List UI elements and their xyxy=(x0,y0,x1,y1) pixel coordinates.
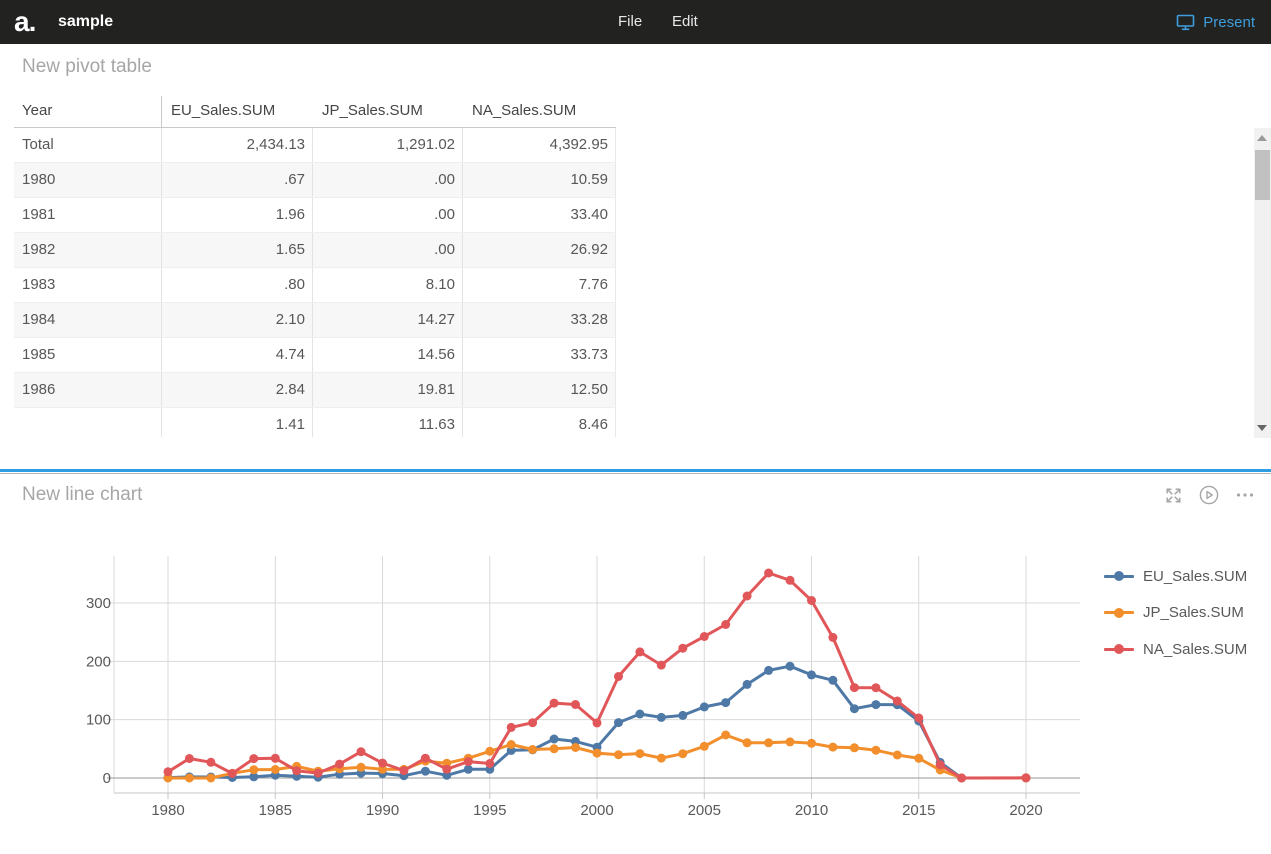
chart-toolbar xyxy=(1163,485,1255,505)
legend-marker-icon xyxy=(1104,644,1134,654)
value-cell: 12.50 xyxy=(463,373,616,407)
value-cell: 2,434.13 xyxy=(162,128,313,162)
table-row[interactable]: 1981 1.96.00 33.40 xyxy=(14,198,616,233)
value-cell: .00 xyxy=(313,198,463,232)
legend-item[interactable]: JP_Sales.SUM xyxy=(1104,603,1244,623)
play-icon[interactable] xyxy=(1199,485,1219,505)
year-cell: 1980 xyxy=(14,163,162,197)
monitor-icon xyxy=(1175,12,1195,32)
year-cell: 1982 xyxy=(14,233,162,267)
year-cell xyxy=(14,408,162,437)
value-cell: 2.84 xyxy=(162,373,313,407)
value-cell: 2.10 xyxy=(162,303,313,337)
legend-marker-icon xyxy=(1104,607,1134,618)
chart-title: New line chart xyxy=(22,484,143,505)
scroll-up-icon[interactable] xyxy=(1257,135,1267,141)
table-row[interactable]: 1984 2.10 14.27 33.28 xyxy=(14,303,616,338)
pivot-table-body: Total 2,434.13 1,291.02 4,392.95 1980.67.00 1… xyxy=(14,128,616,437)
scrollbar-thumb[interactable] xyxy=(1255,150,1270,200)
pivot-section: New pivot table Year EU_Sales.SUM JP_Sal… xyxy=(0,44,1271,469)
value-cell: 1.65 xyxy=(162,233,313,267)
value-cell: 26.92 xyxy=(463,233,616,267)
value-cell: .80 xyxy=(162,268,313,302)
legend-item[interactable]: NA_Sales.SUM xyxy=(1104,639,1247,659)
value-cell: .00 xyxy=(313,233,463,267)
table-row[interactable]: 1982 1.65.00 26.92 xyxy=(14,233,616,268)
column-header-jp-sales[interactable]: JP_Sales.SUM xyxy=(322,102,423,119)
table-row[interactable]: Total 2,434.13 1,291.02 4,392.95 xyxy=(14,128,616,163)
year-cell: 1985 xyxy=(14,338,162,372)
more-icon[interactable] xyxy=(1235,485,1255,505)
pivot-title: New pivot table xyxy=(22,56,152,77)
legend-marker-icon xyxy=(1104,571,1134,581)
year-cell: 1986 xyxy=(14,373,162,407)
svg-text:100: 100 xyxy=(86,712,111,729)
value-cell: .00 xyxy=(313,163,463,197)
present-button[interactable]: Present xyxy=(1175,0,1255,44)
value-cell: 33.40 xyxy=(463,198,616,232)
svg-text:0: 0 xyxy=(103,770,111,787)
year-cell: 1981 xyxy=(14,198,162,232)
value-cell: 33.28 xyxy=(463,303,616,337)
value-cell: 8.46 xyxy=(463,408,616,437)
svg-text:2000: 2000 xyxy=(580,802,613,819)
svg-text:1985: 1985 xyxy=(259,802,292,819)
line-chart-plot[interactable]: 0 100 200 300 1980 1985 1990 1995 2000 2005 2010 20… xyxy=(0,474,1271,854)
table-row[interactable]: 1.41 11.63 8.46 xyxy=(14,408,616,437)
value-cell: 7.76 xyxy=(463,268,616,302)
table-row[interactable]: 1986 2.84 19.81 12.50 xyxy=(14,373,616,408)
value-cell: .67 xyxy=(162,163,313,197)
expand-icon[interactable] xyxy=(1163,485,1183,505)
svg-text:1980: 1980 xyxy=(151,802,184,819)
pivot-table[interactable]: Year EU_Sales.SUM JP_Sales.SUM NA_Sales.… xyxy=(14,96,616,437)
section-divider-line xyxy=(0,473,1271,474)
value-cell: 4.74 xyxy=(162,338,313,372)
value-cell: 11.63 xyxy=(313,408,463,437)
year-cell: 1984 xyxy=(14,303,162,337)
svg-text:2020: 2020 xyxy=(1009,802,1042,819)
table-row[interactable]: 1980.67.00 10.59 xyxy=(14,163,616,198)
svg-text:1995: 1995 xyxy=(473,802,506,819)
value-cell: 8.10 xyxy=(313,268,463,302)
legend-label: JP_Sales.SUM xyxy=(1143,604,1244,621)
table-row[interactable]: 1985 4.74 14.56 33.73 xyxy=(14,338,616,373)
pivot-table-header: Year EU_Sales.SUM JP_Sales.SUM NA_Sales.… xyxy=(14,96,616,128)
value-cell: 1.41 xyxy=(162,408,313,437)
document-title: sample xyxy=(58,13,114,30)
legend-label: EU_Sales.SUM xyxy=(1143,567,1248,585)
value-cell: 1,291.02 xyxy=(313,128,463,162)
value-cell: 19.81 xyxy=(313,373,463,407)
present-label: Present xyxy=(1203,13,1255,31)
svg-text:2005: 2005 xyxy=(688,802,721,819)
table-row[interactable]: 1983.80 8.10 7.76 xyxy=(14,268,616,303)
vertical-scrollbar[interactable] xyxy=(1254,128,1271,438)
value-cell: 1.96 xyxy=(162,198,313,232)
app-logo: a. xyxy=(14,6,36,37)
menu-file[interactable]: File xyxy=(618,13,643,30)
svg-text:1990: 1990 xyxy=(366,802,399,819)
legend-label: NA_Sales.SUM xyxy=(1143,640,1248,658)
year-cell: 1983 xyxy=(14,268,162,302)
scroll-down-icon[interactable] xyxy=(1257,425,1267,431)
section-divider-accent[interactable] xyxy=(0,469,1271,472)
value-cell: 4,392.95 xyxy=(463,128,616,162)
value-cell: 14.56 xyxy=(313,338,463,372)
svg-text:200: 200 xyxy=(86,653,111,670)
value-cell: 33.73 xyxy=(463,338,616,372)
legend-item[interactable]: EU_Sales.SUM xyxy=(1104,566,1247,586)
menu-edit[interactable]: Edit xyxy=(672,13,698,30)
column-header-year[interactable]: Year xyxy=(14,96,162,127)
year-cell: Total xyxy=(14,128,162,162)
column-header-na-sales[interactable]: NA_Sales.SUM xyxy=(472,102,577,119)
value-cell: 10.59 xyxy=(463,163,616,197)
top-bar: a. sample File Edit Present xyxy=(0,0,1271,44)
column-header-eu-sales[interactable]: EU_Sales.SUM xyxy=(171,102,276,119)
line-chart-section: New line chart xyxy=(0,474,1271,854)
svg-text:300: 300 xyxy=(86,595,111,612)
value-cell: 14.27 xyxy=(313,303,463,337)
svg-text:2015: 2015 xyxy=(902,802,935,819)
svg-text:2010: 2010 xyxy=(795,802,828,819)
